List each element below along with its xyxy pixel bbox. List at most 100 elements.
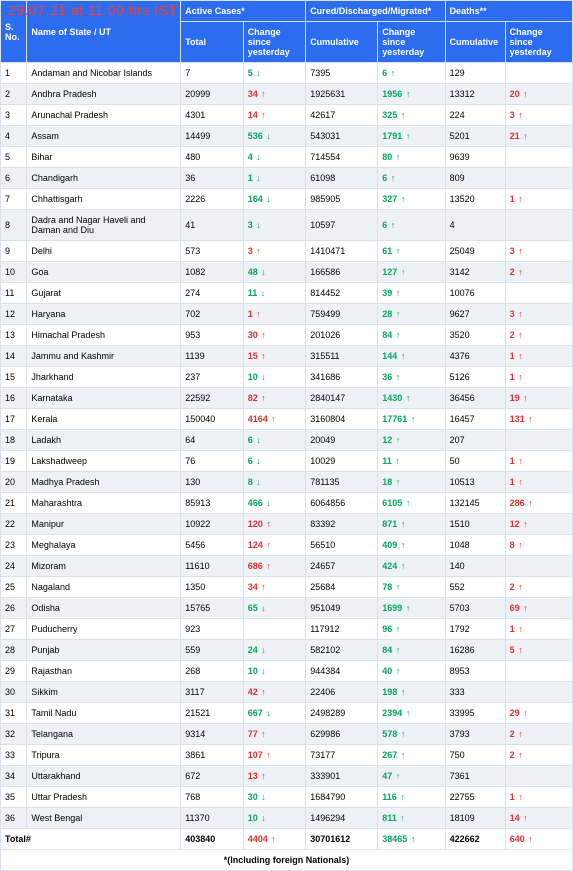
table-row: 19Lakshadweep766 ↓1002911 ↑501 ↑ [1,451,573,472]
cell-sno: 35 [1,787,27,808]
cell-cured-cum: 1925631 [306,84,378,105]
cell-active-total: 702 [181,304,243,325]
cell-deaths-cum: 4 [445,210,505,241]
cell-name: Lakshadweep [27,451,181,472]
cell-name: Andaman and Nicobar Islands [27,63,181,84]
cell-deaths-change: 2 ↑ [505,745,572,766]
cell-active-change: 65 ↓ [243,598,306,619]
cell-sno: 34 [1,766,27,787]
cell-cured-change: 198 ↑ [378,682,445,703]
cell-sno: 10 [1,262,27,283]
cell-active-total: 3861 [181,745,243,766]
cell-deaths-change: 2 ↑ [505,577,572,598]
cell-deaths-cum: 3520 [445,325,505,346]
cell-active-total: 237 [181,367,243,388]
cell-cured-cum: 759499 [306,304,378,325]
cell-active-change: 24 ↓ [243,640,306,661]
cell-cured-cum: 6064856 [306,493,378,514]
cell-active-change [243,619,306,640]
cell-active-change: 4 ↓ [243,147,306,168]
cell-deaths-change: 1 ↑ [505,451,572,472]
footnote-row: *(Including foreign Nationals) [1,850,573,871]
header-cured-group: Cured/Discharged/Migrated* [306,1,445,22]
cell-name: Haryana [27,304,181,325]
cell-cured-cum: 56510 [306,535,378,556]
cell-deaths-change: 20 ↑ [505,84,572,105]
cell-cured-cum: 781135 [306,472,378,493]
cell-name: Uttar Pradesh [27,787,181,808]
cell-cured-cum: 814452 [306,283,378,304]
table-row: 14Jammu and Kashmir113915 ↑315511144 ↑43… [1,346,573,367]
cell-deaths-cum: 750 [445,745,505,766]
cell-name: Delhi [27,241,181,262]
table-row: 35Uttar Pradesh76830 ↓1684790116 ↑227551… [1,787,573,808]
cell-cured-cum: 2498289 [306,703,378,724]
total-deaths-change: 640 ↑ [505,829,572,850]
cell-active-total: 41 [181,210,243,241]
cell-deaths-cum: 5126 [445,367,505,388]
table-row: 32Telangana931477 ↑629986578 ↑37932 ↑ [1,724,573,745]
cell-deaths-cum: 9639 [445,147,505,168]
cell-cured-change: 327 ↑ [378,189,445,210]
table-row: 30Sikkim311742 ↑22406198 ↑333 [1,682,573,703]
cell-active-total: 130 [181,472,243,493]
cell-active-total: 7 [181,63,243,84]
cell-deaths-cum: 5703 [445,598,505,619]
header-sno: S. No. [1,1,27,63]
cell-name: Nagaland [27,577,181,598]
cell-deaths-cum: 5201 [445,126,505,147]
cell-deaths-change [505,661,572,682]
table-row: 3Arunachal Pradesh430114 ↑42617325 ↑2243… [1,105,573,126]
cell-cured-cum: 2840147 [306,388,378,409]
cell-name: Dadra and Nagar Haveli and Daman and Diu [27,210,181,241]
total-row: Total# 403840 4404 ↑ 30701612 38465 ↑ 42… [1,829,573,850]
cell-active-change: 77 ↑ [243,724,306,745]
cell-active-total: 923 [181,619,243,640]
cell-active-total: 20999 [181,84,243,105]
cell-active-change: 107 ↑ [243,745,306,766]
table-row: 24Mizoram11610686 ↑24657424 ↑140 [1,556,573,577]
cell-sno: 21 [1,493,27,514]
cell-sno: 12 [1,304,27,325]
cell-cured-cum: 944384 [306,661,378,682]
cell-cured-change: 36 ↑ [378,367,445,388]
cell-sno: 8 [1,210,27,241]
cell-cured-change: 47 ↑ [378,766,445,787]
cell-deaths-cum: 4376 [445,346,505,367]
cell-cured-cum: 61098 [306,168,378,189]
cell-sno: 36 [1,808,27,829]
cell-active-change: 1 ↑ [243,304,306,325]
cell-cured-change: 578 ↑ [378,724,445,745]
cell-active-change: 6 ↓ [243,430,306,451]
cell-active-total: 268 [181,661,243,682]
cell-cured-cum: 341686 [306,367,378,388]
table-row: 21Maharashtra85913466 ↓60648566105 ↑1321… [1,493,573,514]
cell-name: Odisha [27,598,181,619]
cell-cured-change: 811 ↑ [378,808,445,829]
cell-active-change: 124 ↑ [243,535,306,556]
table-row: 2Andhra Pradesh2099934 ↑19256311956 ↑133… [1,84,573,105]
table-row: 26Odisha1576565 ↓9510491699 ↑570369 ↑ [1,598,573,619]
cell-active-change: 466 ↓ [243,493,306,514]
cell-cured-cum: 1684790 [306,787,378,808]
cell-sno: 24 [1,556,27,577]
cell-active-change: 1 ↓ [243,168,306,189]
cell-name: Mizoram [27,556,181,577]
table-row: 18Ladakh646 ↓2004912 ↑207 [1,430,573,451]
cell-cured-change: 84 ↑ [378,325,445,346]
cell-sno: 6 [1,168,27,189]
cell-deaths-cum: 552 [445,577,505,598]
header-name: Name of State / UT [27,1,181,63]
cell-deaths-change: 8 ↑ [505,535,572,556]
cell-sno: 19 [1,451,27,472]
cell-deaths-cum: 36456 [445,388,505,409]
cell-active-total: 1350 [181,577,243,598]
cell-deaths-change: 3 ↑ [505,105,572,126]
cell-deaths-change: 3 ↑ [505,241,572,262]
cell-deaths-cum: 3142 [445,262,505,283]
table-row: 16Karnataka2259282 ↑28401471430 ↑3645619… [1,388,573,409]
cell-name: Puducherry [27,619,181,640]
table-row: 6Chandigarh361 ↓610986 ↑809 [1,168,573,189]
cell-name: Jharkhand [27,367,181,388]
cell-sno: 29 [1,661,27,682]
